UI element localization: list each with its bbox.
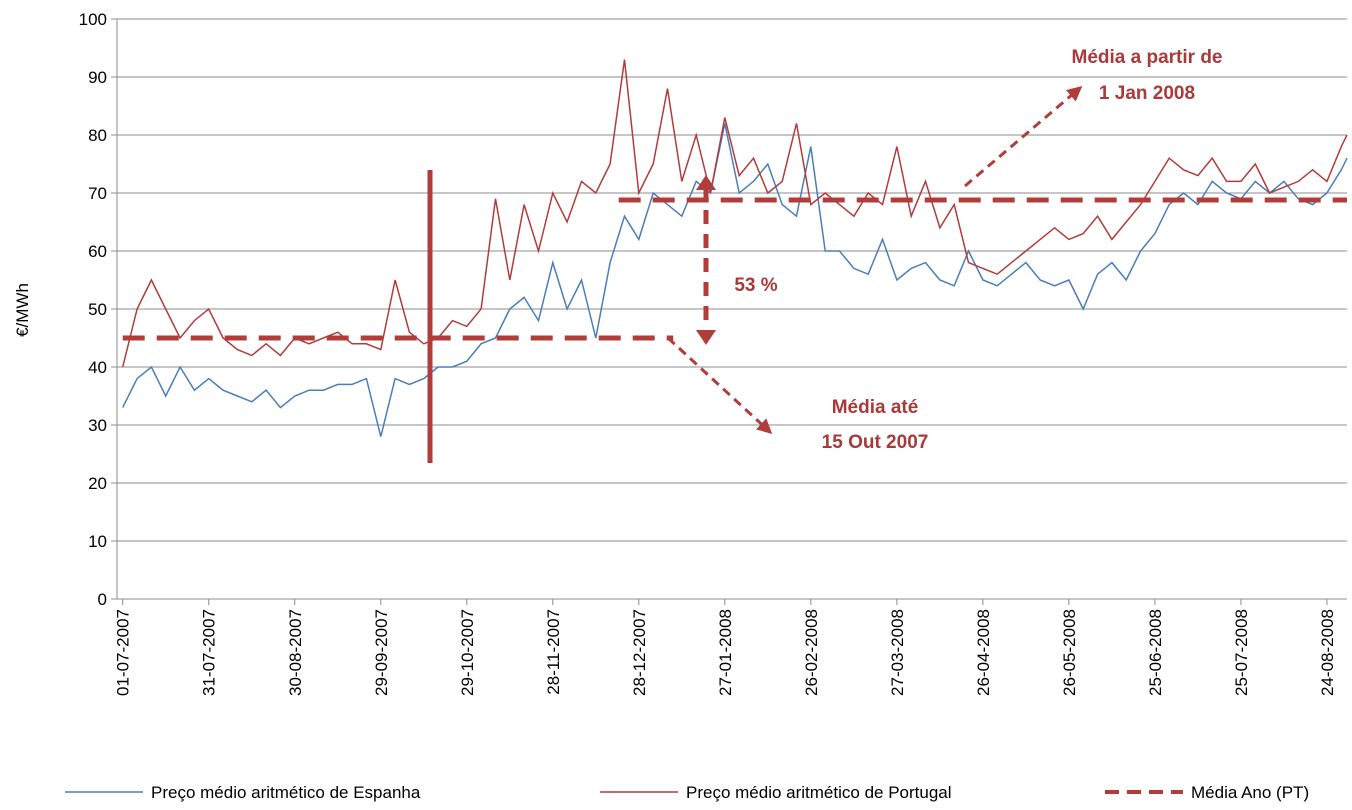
y-tick-label: 50 bbox=[88, 300, 107, 319]
annotation: Média a partir de bbox=[1072, 47, 1223, 68]
y-tick-label: 40 bbox=[88, 358, 107, 377]
y-tick-label: 70 bbox=[88, 184, 107, 203]
x-tick-label: 28-11-2007 bbox=[544, 609, 563, 695]
x-tick-label: 25-07-2008 bbox=[1232, 609, 1251, 696]
legend-label: Preço médio aritmético de Espanha bbox=[151, 783, 421, 802]
x-tick-label: 27-03-2008 bbox=[888, 609, 907, 696]
average-line bbox=[122, 197, 1347, 341]
annotation: 15 Out 2007 bbox=[822, 432, 929, 453]
y-tick-label: 10 bbox=[88, 532, 107, 551]
y-tick-label: 100 bbox=[79, 10, 107, 29]
pointer-arrow bbox=[666, 336, 773, 435]
x-tick-label: 28-12-2007 bbox=[630, 609, 649, 696]
x-tick-label: 26-04-2008 bbox=[974, 609, 993, 696]
y-tick-label: 30 bbox=[88, 416, 107, 435]
y-tick-label: 60 bbox=[88, 242, 107, 261]
x-tick-label: 29-09-2007 bbox=[372, 609, 391, 696]
y-tick-label: 80 bbox=[88, 126, 107, 145]
x-tick-label: 24-08-2008 bbox=[1318, 609, 1337, 696]
y-tick-label: 20 bbox=[88, 474, 107, 493]
grid: 0 10 20 30 40 50 60 70 80 90 100 01-07-2007 31-07-20… bbox=[79, 10, 1347, 696]
x-tick-label: 29-10-2007 bbox=[458, 609, 477, 696]
y-tick-label: 90 bbox=[88, 68, 107, 87]
x-tick-label: 25-06-2008 bbox=[1146, 609, 1165, 696]
y-axis-label: €/MWh bbox=[13, 283, 32, 337]
annotation: 1 Jan 2008 bbox=[1099, 83, 1195, 104]
annotation: Média até bbox=[832, 397, 919, 418]
x-tick-label: 30-08-2007 bbox=[286, 609, 305, 696]
annotation: 53 % bbox=[734, 275, 777, 296]
x-tick-label: 26-05-2008 bbox=[1060, 609, 1079, 696]
legend-label: Média Ano (PT) bbox=[1191, 783, 1309, 802]
pointer-arrow bbox=[964, 86, 1083, 188]
x-tick-label: 27-01-2008 bbox=[716, 609, 735, 696]
price-line bbox=[122, 123, 1348, 437]
lines bbox=[121, 59, 1348, 437]
legend-label: Preço médio aritmético de Portugal bbox=[686, 783, 952, 802]
x-tick-label: 26-02-2008 bbox=[802, 609, 821, 696]
x-tick-label: 31-07-2007 bbox=[200, 609, 219, 696]
price-line bbox=[121, 59, 1348, 368]
x-tick-label: 01-07-2007 bbox=[114, 609, 133, 696]
y-tick-label: 0 bbox=[98, 590, 107, 609]
annotation-shapes bbox=[427, 86, 1083, 463]
legend: Preço médio aritmético de Espanha Preço m… bbox=[65, 783, 1309, 802]
